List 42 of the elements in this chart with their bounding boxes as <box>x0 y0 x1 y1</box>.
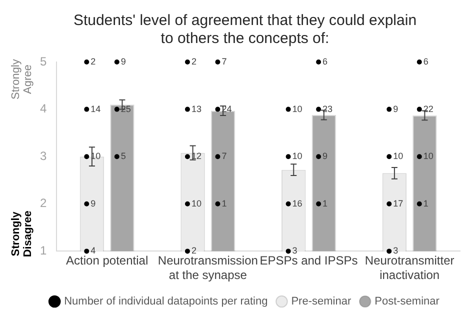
annotation: 9 <box>322 151 328 162</box>
text: Strongly Disagree <box>10 210 34 258</box>
text: Strongly Agree <box>10 58 34 100</box>
y-tick-label: 5 <box>40 54 47 68</box>
annotation: 10 <box>393 151 404 162</box>
annotation: 9 <box>90 198 96 208</box>
y-tick-label: 3 <box>40 148 47 163</box>
annotation: 4 <box>90 246 96 256</box>
annotation: 10 <box>292 104 302 114</box>
y-tick-label: 1 <box>40 244 47 258</box>
annotation: 17 <box>393 198 404 208</box>
y-tick-label: 4 <box>40 102 47 116</box>
annotation: 1 <box>423 198 428 208</box>
annotation: 6 <box>322 56 328 66</box>
legend-label: Pre-seminar <box>291 296 352 308</box>
annotation: 2 <box>90 56 96 66</box>
x-tick-label: Neurotransmission at the synapse <box>158 254 258 282</box>
annotation: 3 <box>292 246 298 256</box>
annotation: 3 <box>393 246 398 256</box>
annotation: 1 <box>222 198 227 208</box>
annotation: 10 <box>423 151 434 162</box>
chart-title: Students' level of agreement that they could explain to others the concepts of: <box>73 12 417 48</box>
annotation: 16 <box>292 198 302 208</box>
x-tick-label: Action potential <box>66 254 148 268</box>
x-tick-label: EPSPs and IPSPs <box>260 254 358 268</box>
annotation: 9 <box>393 104 398 114</box>
y-tick-label: 2 <box>40 196 47 210</box>
annotation: 1 <box>322 198 328 208</box>
annotation: 7 <box>222 56 227 66</box>
annotation: 10 <box>191 198 202 208</box>
x-tick-label: Neurotransmitter inactivation <box>364 254 454 282</box>
annotation: 7 <box>222 151 227 162</box>
annotation: 9 <box>120 56 126 66</box>
annotation: 10 <box>292 151 302 162</box>
annotation: 2 <box>191 56 196 66</box>
legend-label: Post-seminar <box>374 296 440 308</box>
annotation: 13 <box>191 104 202 114</box>
annotation: 14 <box>90 104 101 114</box>
annotation: 6 <box>423 56 428 66</box>
annotation: 2 <box>191 246 196 256</box>
annotation: 5 <box>120 151 126 162</box>
legend-label: Number of individual datapoints per rating <box>64 296 268 308</box>
